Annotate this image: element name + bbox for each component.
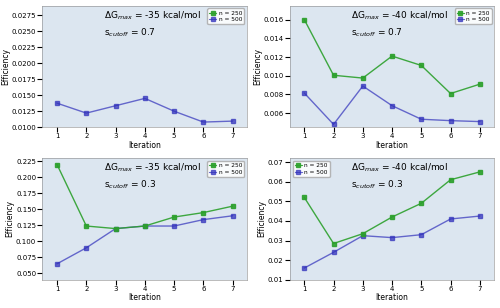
Text: ΔG$_{max}$ = -40 kcal/mol: ΔG$_{max}$ = -40 kcal/mol: [351, 162, 448, 174]
Y-axis label: Efficiency: Efficiency: [1, 48, 10, 85]
Text: ΔG$_{max}$ = -35 kcal/mol: ΔG$_{max}$ = -35 kcal/mol: [104, 9, 201, 22]
Y-axis label: Efficiency: Efficiency: [253, 48, 262, 85]
Text: s$_{cutoff}$ = 0.3: s$_{cutoff}$ = 0.3: [351, 179, 403, 191]
Text: ΔG$_{max}$ = -40 kcal/mol: ΔG$_{max}$ = -40 kcal/mol: [351, 9, 448, 22]
Text: s$_{cutoff}$ = 0.7: s$_{cutoff}$ = 0.7: [104, 26, 155, 39]
Legend: n = 250, n = 500: n = 250, n = 500: [208, 9, 244, 24]
X-axis label: Iteration: Iteration: [376, 294, 408, 302]
Text: s$_{cutoff}$ = 0.3: s$_{cutoff}$ = 0.3: [104, 179, 156, 191]
X-axis label: Iteration: Iteration: [376, 141, 408, 150]
X-axis label: Iteration: Iteration: [128, 294, 162, 302]
Legend: n = 250, n = 500: n = 250, n = 500: [292, 161, 330, 177]
Text: ΔG$_{max}$ = -35 kcal/mol: ΔG$_{max}$ = -35 kcal/mol: [104, 162, 201, 174]
X-axis label: Iteration: Iteration: [128, 141, 162, 150]
Text: s$_{cutoff}$ = 0.7: s$_{cutoff}$ = 0.7: [351, 26, 403, 39]
Legend: n = 250, n = 500: n = 250, n = 500: [208, 161, 244, 177]
Y-axis label: Efficiency: Efficiency: [258, 201, 266, 237]
Y-axis label: Efficiency: Efficiency: [6, 201, 15, 237]
Legend: n = 250, n = 500: n = 250, n = 500: [454, 9, 492, 24]
